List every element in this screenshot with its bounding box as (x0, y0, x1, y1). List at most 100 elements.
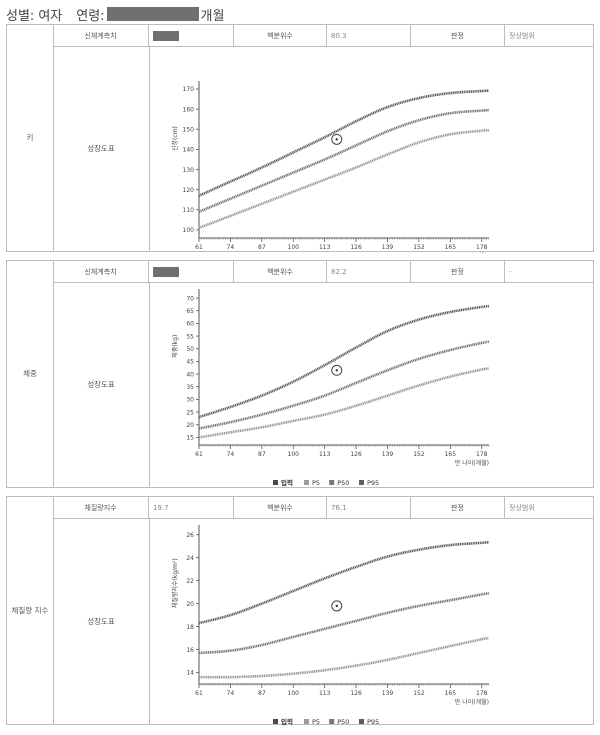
legend-label-p50: P50 (337, 718, 349, 726)
y-tick-label: 22 (186, 578, 194, 585)
growth-chart: 14 16 18 20 22 24 26 61 74 87 100 113 126 139 152 165 17… (171, 525, 490, 726)
legend-label-input: 입력 (281, 478, 293, 487)
x-tick-label: 87 (258, 451, 266, 458)
y-tick-label: 50 (186, 346, 194, 353)
series-line-p50 (198, 592, 490, 655)
x-tick-label: 61 (195, 451, 203, 458)
y-axis-label: 체중(kg) (171, 335, 179, 358)
y-tick-label: 140 (183, 147, 195, 154)
measure-row: 체질량지수 19.7 백분위수 76.1 판정 정상범위 (53, 497, 593, 519)
x-tick-label: 113 (319, 451, 331, 458)
x-tick-label: 74 (227, 244, 235, 251)
series-line-p95 (198, 540, 490, 625)
y-tick-label: 16 (186, 647, 194, 654)
x-tick-label: 165 (445, 690, 457, 697)
legend-swatch-input (273, 719, 278, 724)
x-tick-label: 61 (195, 244, 203, 251)
chart-row-label: 성장도표 (53, 518, 150, 724)
chart-row-label: 성장도표 (53, 46, 150, 251)
series-line-p5 (198, 636, 490, 679)
y-tick-label: 60 (186, 321, 194, 328)
x-tick-label: 100 (288, 690, 300, 697)
section-label: 체중 (7, 261, 54, 487)
section-label: 키 (7, 25, 54, 251)
legend-swatch-p50 (329, 480, 335, 485)
series-line-p50 (198, 108, 490, 213)
percentile-value: 82.2 (327, 261, 411, 282)
y-tick-label: 18 (186, 624, 194, 631)
x-tick-label: 152 (413, 451, 425, 458)
y-tick-label: 15 (186, 435, 194, 442)
y-tick-label: 65 (186, 308, 194, 315)
y-tick-label: 35 (186, 384, 194, 391)
x-axis-label: 만 나이(개월) (455, 459, 489, 467)
y-tick-label: 24 (186, 555, 194, 562)
series-line-p95 (198, 304, 490, 419)
y-tick-label: 170 (183, 86, 195, 93)
percentile-value: 80.3 (327, 25, 411, 46)
y-tick-label: 14 (186, 670, 194, 677)
judgement-value: 정상범위 (509, 503, 535, 512)
section-1: 체중 신체계측치 백분위수 82.2 판정 - 성장도표 15 20 25 30 35 40… (6, 260, 594, 488)
y-tick-label: 26 (186, 532, 194, 539)
sex-value: 여자 (38, 8, 63, 24)
legend: 입력 P5 P50 P95 (273, 717, 379, 726)
x-tick-label: 87 (258, 690, 266, 697)
y-tick-label: 40 (186, 371, 194, 378)
x-tick-label: 152 (413, 690, 425, 697)
y-tick-label: 70 (186, 295, 194, 302)
y-axis-label: 체질량지수(kg/m²) (171, 558, 179, 608)
x-tick-label: 113 (319, 690, 331, 697)
legend-label-p5: P5 (312, 718, 320, 726)
section-label: 체질량 지수 (7, 497, 54, 724)
x-tick-label: 74 (227, 451, 235, 458)
x-tick-label: 165 (445, 451, 457, 458)
input-marker-dot (335, 369, 338, 372)
measure-value (149, 25, 234, 46)
sex-label: 성별: (6, 8, 35, 24)
legend-swatch-p5 (304, 719, 309, 724)
y-tick-label: 20 (186, 422, 194, 429)
measure-value (149, 261, 234, 282)
age-label: 연령: (76, 8, 105, 24)
x-tick-label: 61 (195, 690, 203, 697)
judgement-label: 판정 (411, 261, 505, 282)
x-tick-label: 126 (350, 244, 362, 251)
legend-label-p95: P95 (367, 718, 379, 726)
judgement-value: 정상범위 (509, 31, 535, 40)
x-tick-label: 126 (350, 451, 362, 458)
section-0: 키 신체계측치 백분위수 80.3 판정 정상범위 성장도표 100 110 120 1… (6, 24, 594, 253)
value-redaction (153, 30, 179, 41)
legend-swatch-p95 (359, 719, 364, 724)
x-tick-label: 152 (413, 244, 425, 251)
growth-chart: 15 20 25 30 35 40 45 50 55 60 65 70 61 74 87 100 113 126 1… (171, 289, 490, 487)
y-tick-label: 160 (183, 106, 195, 113)
measure-row: 신체계측치 백분위수 80.3 판정 정상범위 (53, 25, 593, 47)
y-tick-label: 130 (183, 167, 195, 174)
x-tick-label: 87 (258, 244, 266, 251)
input-marker-dot (335, 604, 338, 608)
x-tick-label: 178 (476, 451, 488, 458)
y-axis-label: 신장(cm) (171, 126, 179, 151)
measure-value: 19.7 (149, 497, 234, 518)
legend-swatch-p95 (359, 480, 364, 485)
y-tick-label: 110 (183, 207, 195, 214)
age-redaction (106, 7, 199, 21)
legend: 입력 P5 P50 P95 (273, 478, 379, 487)
value-redaction (153, 266, 179, 277)
y-tick-label: 30 (186, 397, 194, 404)
x-axis-label: 만 나이(개월) (455, 252, 489, 253)
section-2: 체질량 지수 체질량지수 19.7 백분위수 76.1 판정 정상범위 성장도표… (6, 496, 594, 726)
x-tick-label: 74 (227, 690, 235, 697)
series-line-p5 (198, 367, 490, 439)
series-line-p50 (198, 340, 490, 430)
measure-label: 신체계측치 (53, 25, 149, 46)
x-tick-label: 126 (350, 690, 362, 697)
chart-row-label: 성장도표 (53, 282, 150, 487)
x-tick-label: 100 (288, 451, 300, 458)
legend-label-p50: P50 (337, 479, 349, 487)
x-tick-label: 178 (476, 244, 488, 251)
judgement-value: - (509, 267, 512, 276)
x-tick-label: 165 (445, 244, 457, 251)
legend-label-p95: P95 (367, 479, 379, 487)
